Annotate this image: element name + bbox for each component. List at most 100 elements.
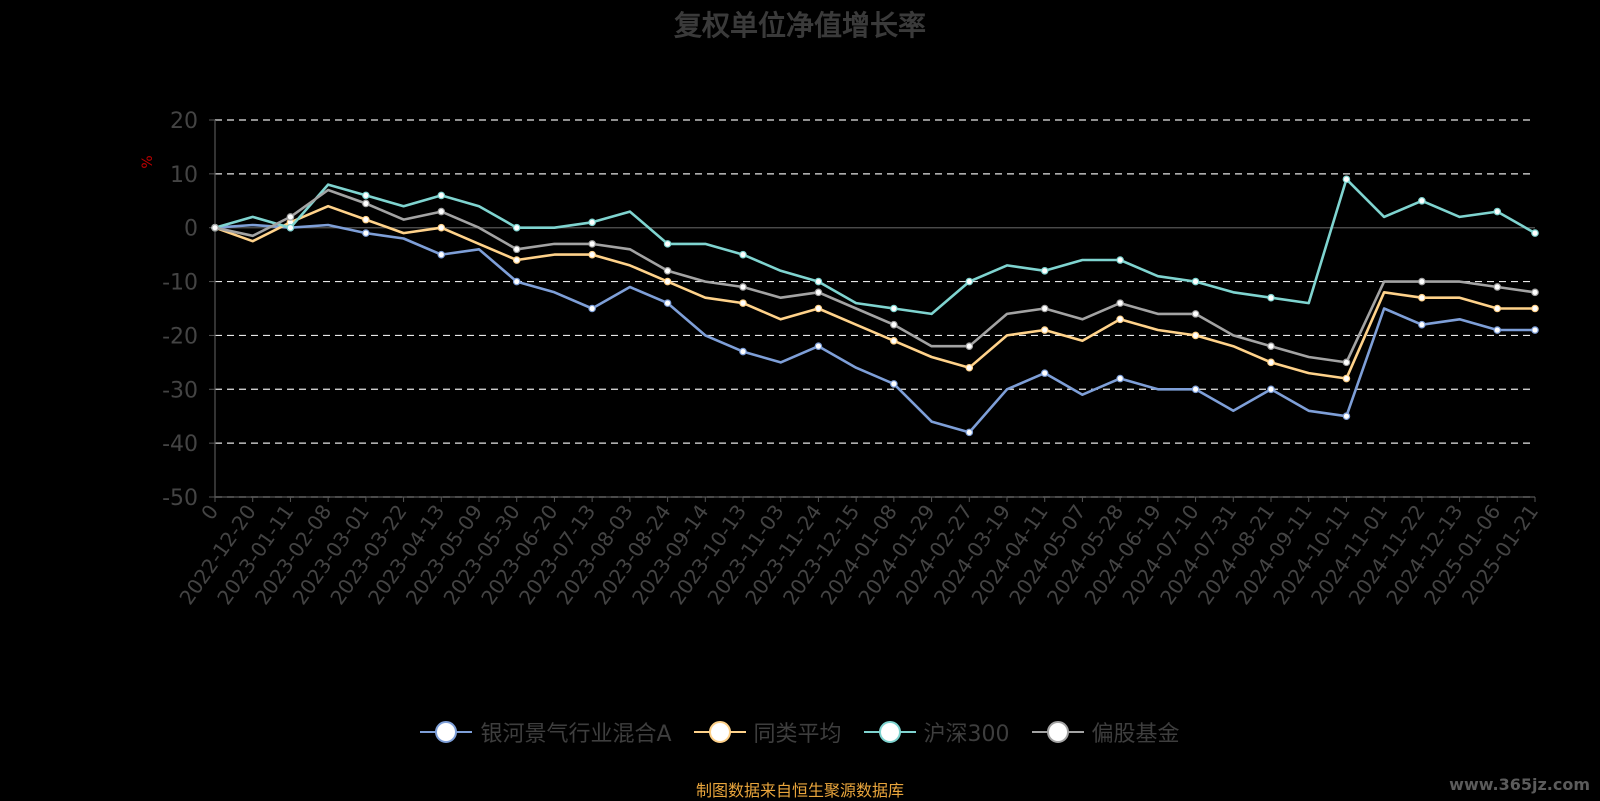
data-point [1418, 196, 1426, 205]
data-point [1191, 331, 1200, 340]
data-point [588, 304, 596, 313]
data-point [437, 207, 446, 216]
data-point [286, 213, 295, 221]
data-point [1116, 256, 1124, 264]
axes [214, 120, 1535, 498]
y-tick-label: 0 [184, 217, 198, 242]
data-point [663, 299, 672, 307]
data-point [1531, 229, 1539, 237]
data-point [1116, 315, 1124, 324]
data-point [1493, 283, 1502, 291]
y-tick-label: -50 [162, 486, 198, 511]
data-point [890, 320, 898, 329]
line-chart: 02022-12-202023-01-112023-02-082023-03-0… [140, 109, 1543, 609]
data-point [1531, 326, 1539, 334]
data-point [814, 342, 823, 351]
y-tick-label: -20 [162, 324, 198, 349]
data-point [1116, 299, 1124, 307]
series-line [214, 223, 1535, 434]
series-lines [211, 175, 1539, 437]
x-tick-labels: 02022-12-202023-01-112023-02-082023-03-0… [174, 497, 1543, 609]
data-point [663, 277, 672, 286]
data-point [1342, 374, 1351, 383]
data-point [512, 277, 521, 286]
chart-legend: 银河景气行业混合A 同类平均 沪深300 偏股基金 [0, 716, 1600, 748]
data-point [1342, 358, 1351, 367]
data-point [663, 266, 672, 275]
legend-label: 偏股基金 [1091, 722, 1180, 747]
data-point [1040, 266, 1049, 275]
data-point [965, 363, 974, 372]
data-point [1191, 385, 1200, 394]
data-point [588, 250, 596, 259]
data-point [965, 277, 974, 286]
series-line [214, 177, 1536, 316]
legend-item-3[interactable]: 偏股基金 [1031, 716, 1180, 748]
legend-label: 同类平均 [753, 722, 842, 747]
data-point [1116, 374, 1124, 383]
legend-label: 沪深300 [923, 722, 1010, 747]
watermark: www.365jz.com [1449, 775, 1590, 794]
data-point [1342, 412, 1351, 421]
data-point [814, 288, 823, 297]
series-1 [211, 204, 1539, 383]
data-point [211, 223, 219, 232]
data-point [588, 240, 596, 248]
series-0 [211, 223, 1539, 437]
y-tick-label: -30 [162, 378, 198, 403]
legend-label: 银河景气行业混合A [480, 722, 672, 747]
series-3 [211, 188, 1539, 367]
data-point [1040, 304, 1049, 313]
y-tick-label: 10 [170, 163, 198, 188]
data-point [739, 347, 747, 356]
legend-item-2[interactable]: 沪深300 [863, 716, 1010, 748]
data-point [1191, 277, 1200, 286]
data-point [437, 223, 446, 232]
grid-lines [209, 119, 1535, 498]
data-point [890, 380, 898, 388]
data-point [739, 299, 747, 307]
data-point [362, 229, 370, 237]
source-note: 制图数据来自恒生聚源数据库 [695, 781, 904, 800]
data-point [1267, 342, 1275, 351]
data-point [663, 240, 672, 248]
data-point [1267, 293, 1275, 302]
data-point [437, 250, 446, 259]
data-point [1342, 175, 1351, 184]
series-line [214, 204, 1535, 380]
data-point [1418, 293, 1426, 302]
x-tick-label: 0 [196, 500, 223, 524]
data-point [965, 342, 974, 351]
legend-marker-icon [420, 721, 473, 743]
data-point [286, 223, 295, 232]
data-point [890, 304, 898, 313]
data-point [1493, 207, 1502, 216]
y-tick-label: -10 [162, 271, 198, 296]
data-point [1493, 326, 1502, 334]
data-point [1493, 304, 1502, 313]
data-point [739, 283, 747, 291]
data-point [362, 191, 370, 200]
legend-item-1[interactable]: 同类平均 [693, 716, 842, 748]
legend-marker-icon [693, 721, 746, 743]
series-2 [211, 175, 1539, 316]
data-point [814, 304, 823, 313]
legend-marker-icon [1031, 721, 1084, 743]
data-point [1418, 320, 1426, 329]
data-point [739, 250, 747, 259]
legend-item-0[interactable]: 银河景气行业混合A [420, 716, 672, 748]
data-point [1267, 358, 1275, 367]
data-point [1191, 310, 1200, 318]
data-point [512, 245, 521, 254]
data-point [1040, 326, 1049, 334]
data-point [512, 256, 521, 264]
data-point [1418, 277, 1426, 286]
series-line [214, 188, 1536, 364]
data-point [1531, 288, 1539, 297]
data-point [588, 218, 596, 227]
data-point [512, 223, 521, 232]
y-tick-label: -40 [162, 432, 198, 457]
data-point [1267, 385, 1275, 394]
data-point [1040, 369, 1049, 377]
data-point [362, 199, 370, 208]
